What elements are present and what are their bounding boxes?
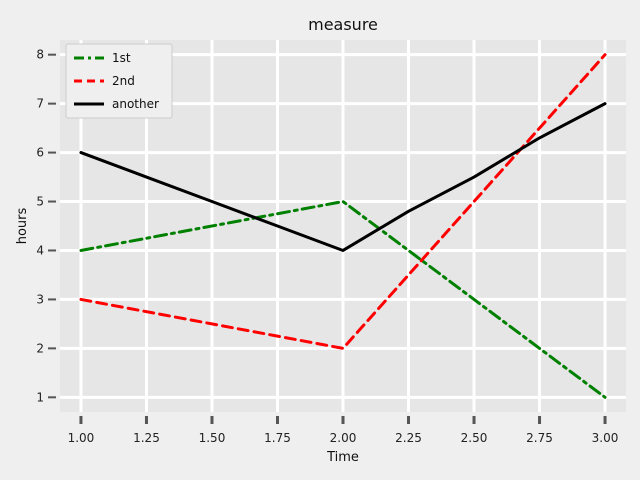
x-tick-label: 1.75: [264, 431, 291, 445]
y-axis-label: hours: [15, 208, 30, 245]
x-tick-label: 1.25: [133, 431, 160, 445]
y-tick-label: 1: [36, 390, 44, 404]
x-tick-label: 2.00: [330, 431, 357, 445]
y-tick-label: 3: [36, 292, 44, 306]
chart-title: measure: [308, 15, 378, 34]
y-tick-label: 8: [36, 48, 44, 62]
y-tick-label: 2: [36, 341, 44, 355]
y-tick-label: 6: [36, 146, 44, 160]
y-tick-label: 5: [36, 195, 44, 209]
x-tick-label: 1.00: [68, 431, 95, 445]
series-line-1st: [79, 200, 607, 399]
x-tick-label: 1.50: [199, 431, 226, 445]
x-tick-label: 2.50: [461, 431, 488, 445]
legend-box: [65, 43, 173, 119]
y-axis: 1 2 3 4 5 6 7 8: [36, 48, 56, 404]
legend-label: another: [112, 97, 159, 111]
legend-label: 2nd: [112, 74, 135, 88]
x-tick-label: 3.00: [592, 431, 619, 445]
x-axis-label: Time: [326, 450, 359, 465]
series-line-another: [79, 102, 607, 252]
x-tick-label: 2.75: [526, 431, 553, 445]
legend-label: 1st: [112, 51, 131, 65]
y-tick-label: 7: [36, 97, 44, 111]
y-tick-label: 4: [36, 243, 44, 257]
x-tick-label: 2.25: [395, 431, 422, 445]
legend: 1st 2nd another: [65, 43, 173, 119]
series-group: [79, 53, 607, 399]
x-axis: 1.00 1.25 1.50 1.75 2.00 2.25 2.50 2.75 3.00: [68, 416, 619, 445]
